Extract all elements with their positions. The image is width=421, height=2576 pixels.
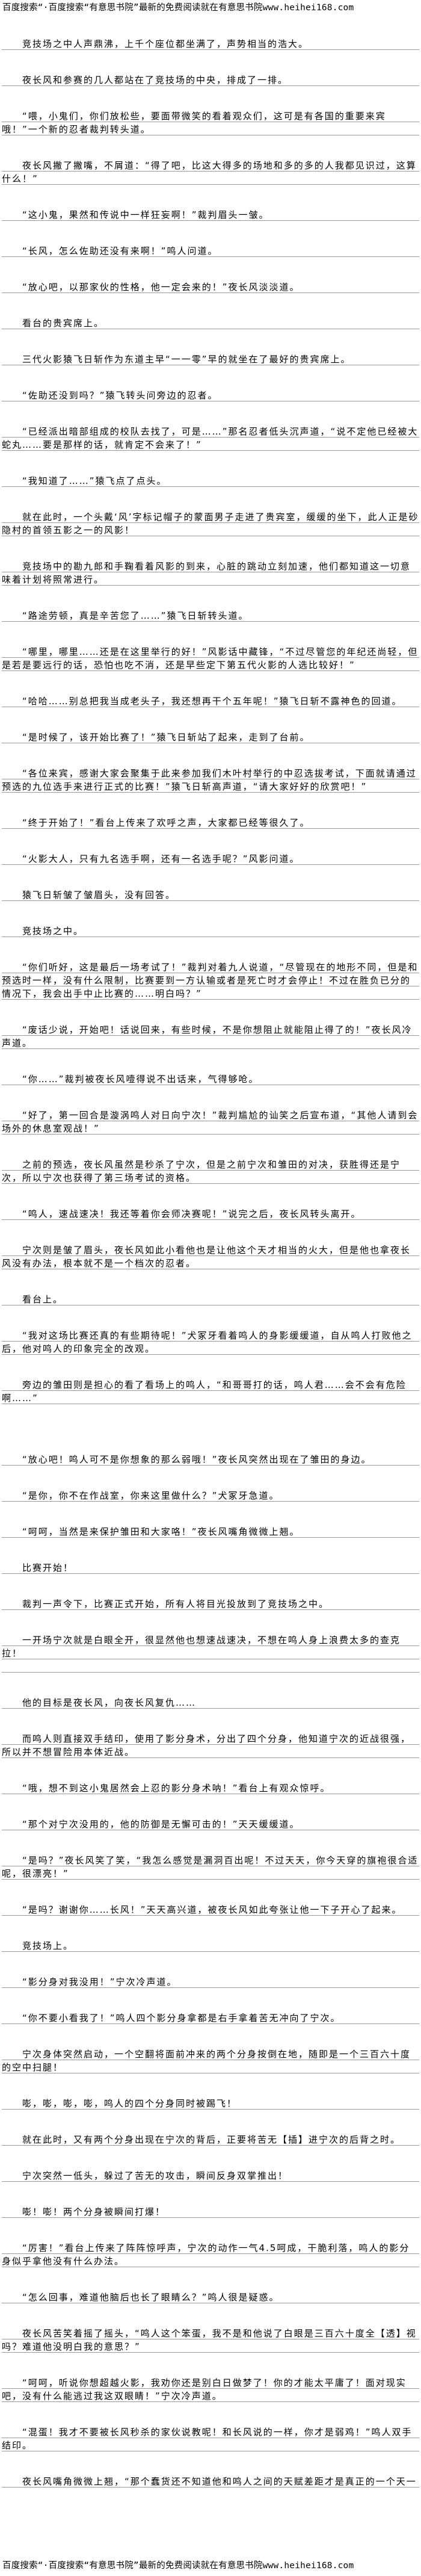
paragraph: 三代火影猿飞日斩作为东道主早“一一零”早的就坐在了最好的贵宾席上。: [2, 353, 419, 366]
paragraph: “长风，怎么佐助还没有来啊！”鸣人问道。: [2, 244, 419, 258]
paragraph: “鸣人，速战速决！我还等着你会师决赛呢！”说完之后，夜长风转头离开。: [2, 1207, 419, 1221]
paragraph: 竞技场之中。: [2, 924, 419, 938]
paragraph: “已经派出暗部组成的校队去找了，可是……”那名忍者低头沉声道，“说不定他已经被大…: [2, 425, 419, 451]
paragraph: “你不要小看我了！”鸣人四个影分身拿都是右手拿着苦无冲向了宁次。: [2, 2011, 419, 2025]
paragraph: 夜长风嘴角微微上翘，“那个蠢货还不知道他和鸣人之间的天赋差距才是真正的一个天一: [2, 2475, 419, 2488]
paragraph: “怎么回事，难道他脑后也长了眼睛么？”鸣人很是疑惑。: [2, 2291, 419, 2304]
paragraph: 他的目标是夜长风，向夜长风复仇……: [2, 1696, 419, 1709]
paragraph: 而鸣人则直接双手结印，使用了影分身术，分出了四个分身，他知道宁次的近战很强，所以…: [2, 1732, 419, 1759]
paragraph: 宁次突然一低头，躲过了苦无的攻击，瞬间反身双掌推出！: [2, 2169, 419, 2182]
paragraph: “是你，你不在作战室，你来这里做什么？”犬冢牙急道。: [2, 1489, 419, 1502]
paragraph: 之前的预选，夜长风虽然是秒杀了宁次，但是之前宁次和雏田的对决，获胜得还是宁次，所…: [2, 1158, 419, 1184]
paragraph: “火影大人，只有九名选手啊，还有一名选手呢？”风影问道。: [2, 852, 419, 865]
paragraph: “哪里，哪里……还是在这里举行的好！”风影话中藏锋，“不过尽管您的年纪还尚轻，但…: [2, 645, 419, 672]
paragraph: “终于开始了！”看台上传来了欢呼之声，大家都已经等很久了。: [2, 816, 419, 829]
paragraph: “我对这场比赛还真的有些期待呢！”犬冢牙看着鸣人的身影缓缓道，自从鸣人打败他之后…: [2, 1329, 419, 1355]
paragraph: 猿飞日斩皱了皱眉头，没有回答。: [2, 888, 419, 902]
paragraph: 竞技场中的勘九郎和手鞠看着风影的到来，心脏的跳动立刻加速，他们都知道这一切意味着…: [2, 560, 419, 586]
paragraph: “各位来宾，感谢大家会聚集于此来参加我们木叶村举行的中忍选拔考试，下面就请通过预…: [2, 767, 419, 793]
paragraph: “好了，第一回合是漩涡鸣人对日向宁次！”裁判尴尬的讪笑之后宣布道，“其他人请到会…: [2, 1109, 419, 1135]
paragraph: “混蛋！我才不要被长风秒杀的家伙说教呢！和长风说的一样，你才是弱鸡！”鸣人双手结…: [2, 2426, 419, 2452]
paragraph: “喂，小鬼们，你们放松些，要面带微笑的看着观众们，这可是有各国的重要来宾哦！”一…: [2, 110, 419, 136]
paragraph: “呵呵，当然是来保护雏田和大家咯！”夜长风嘴角微微上翘。: [2, 1525, 419, 1538]
paragraph: “影分身对我没用！”宁次冷声道。: [2, 1975, 419, 1989]
paragraph: 嘭！嘭！两个分身被瞬间打爆！: [2, 2205, 419, 2218]
paragraph: 夜长风和参赛的几人都站在了竞技场的中央，排成了一排。: [2, 73, 419, 87]
paragraph: 竞技场之中人声鼎沸，上千个座位都坐满了，声势相当的浩大。: [2, 37, 419, 51]
paragraph: 比赛开始！: [2, 1561, 419, 1574]
paragraph: “呵呵，听说你想超越火影，我劝你还是别白日做梦了！你的才能太平庸了！面对现实吧，…: [2, 2376, 419, 2403]
paragraph: 宁次则是皱了眉头，夜长风如此小看他也是让他这个天才相当的火大，但是他也拿夜长风没…: [2, 1243, 419, 1270]
paragraph: 嘭，嘭，嘭，嘭，鸣人的四个分身同时被踢飞！: [2, 2097, 419, 2110]
paragraph: “是吗？”夜长风笑了笑，“我怎么感觉是漏洞百出呢！不过天天，你今天穿的旗袍很合适…: [2, 1854, 419, 1880]
paragraph: “放心吧！鸣人可不是你想象的那么弱哦！”夜长风突然出现在了雏田的身边。: [2, 1453, 419, 1466]
paragraph: “是吗？谢谢你……长风！”天天高兴道，被夜长风如此夸张让他一下子开心了起来。: [2, 1903, 419, 1916]
paragraph: “你……”裁判被夜长风噎得说不出话来，气得够呛。: [2, 1073, 419, 1086]
paragraph: “佐助还没到吗？”猿飞转头问旁边的忍者。: [2, 389, 419, 402]
paragraph: “那个对宁次没用的，他的防御是无懈可击的！”天天缓缓道。: [2, 1818, 419, 1831]
paragraph: “这小鬼，果然和传说中一样狂妄啊！”裁判眉头一皱。: [2, 208, 419, 221]
paragraph: 一开场宁次就是白眼全开，很显然他也想速战速决，不想在鸣人身上浪费太多的查克拉！: [2, 1633, 419, 1673]
paragraph: 就在此时，又有两个分身出现在宁次的背后，正要将苦无【插】进宁次的后背之时。: [2, 2133, 419, 2146]
paragraph: “厉害！”看台上传来了阵阵惊呼声，宁次的动作一气4.5呵成，干脆利落，鸣人的影分…: [2, 2241, 419, 2268]
paragraph: 夜长风苦笑着摇了摇头，“鸣人这个笨蛋，我不是和他说了白眼是三百六十度全【透】视吗…: [2, 2327, 419, 2353]
paragraph: “路途劳顿，真是辛苦您了……”猿飞日斩转头道。: [2, 609, 419, 622]
paragraph: 看台上。: [2, 1293, 419, 1306]
paragraph: “放心吧，以那家伙的性格，他一定会来的！”夜长风淡淡道。: [2, 280, 419, 294]
paragraph: 就在此时，一个头戴‘风’字标记帽子的蒙面男子走进了贵宾室，缓缓的坐下，此人正是砂…: [2, 510, 419, 537]
paragraph: 宁次身体突然启动，一个空翻将面前冲来的两个分身按倒在地，随即是一个三百六十度的空…: [2, 2048, 419, 2074]
paragraph: “是时候了，该开始比赛了！”猿飞日斩站了起来，走到了台前。: [2, 731, 419, 744]
paragraph: “哈哈……别总把我当成老头子，我还想再干个五年呢！”猿飞日斩不露神色的回道。: [2, 695, 419, 708]
paragraph: 夜长风撇了撇嘴，不屑道：“得了吧，比这大得多的场地和多的多的人我都见识过，这算什…: [2, 159, 419, 185]
paragraph: “你们听好，这是最后一场考试了！”裁判对着九人说道，“尽管现在的地形不同，但是和…: [2, 961, 419, 1000]
paragraph: 裁判一声令下，比赛正式开始，所有人将目光投放到了竞技场之中。: [2, 1597, 419, 1611]
paragraph: 旁边的雏田则是担心的看了看场上的鸣人，“和哥哥打的话，鸣人君……会不会有危险啊……: [2, 1378, 419, 1405]
footer-banner: 百度搜索“·百度搜索“有意思书院”最新的免费阅读就在有意思书院www.heihe…: [2, 2561, 354, 2571]
paragraph: “我知道了……”猿飞点了点头。: [2, 474, 419, 488]
paragraph: 竞技场上。: [2, 1939, 419, 1952]
header-banner: 百度搜索“·百度搜索“有意思书院”最新的免费阅读就在有意思书院www.heihe…: [2, 3, 354, 13]
chapter-body: 竞技场之中人声鼎沸，上千个座位都坐满了，声势相当的浩大。 夜长风和参赛的几人都站在…: [0, 14, 419, 2488]
paragraph: 看台的贵宾席上。: [2, 317, 419, 330]
paragraph: “哦，想不到这小鬼居然会上忍的影分身术呐！”看台上有观众惊呼。: [2, 1782, 419, 1795]
paragraph: “废话少说，开始吧！话说回来，有些时候，不是你想阻止就能阻止得了的！”夜长风冷声…: [2, 1023, 419, 1050]
